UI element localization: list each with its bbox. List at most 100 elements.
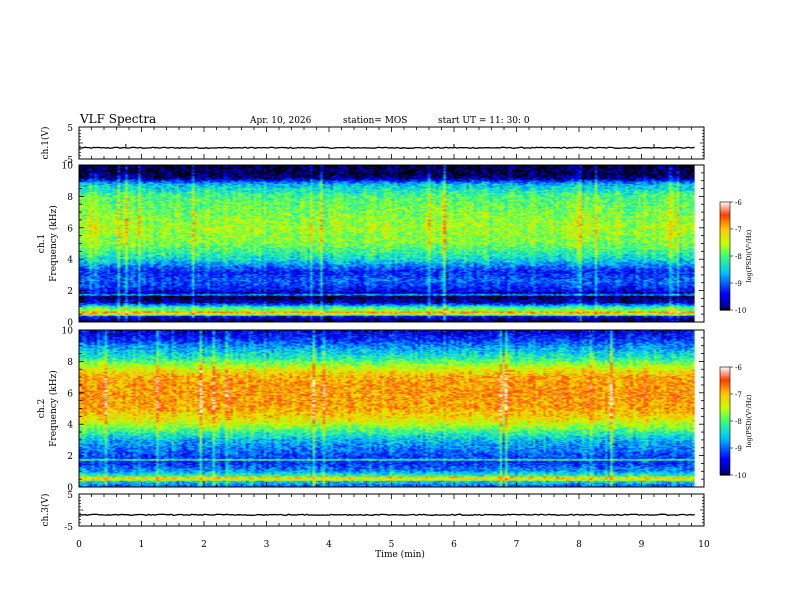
colorbar-swatch	[720, 422, 730, 426]
x-tick-label: 7	[514, 540, 520, 550]
colorbar-swatch	[720, 471, 730, 474]
colorbar-swatch	[720, 261, 730, 264]
colorbar-tick-label: -9	[735, 445, 742, 453]
colorbar-swatch	[720, 225, 730, 228]
colorbar-swatch	[720, 259, 730, 262]
colorbar-swatch	[720, 433, 730, 436]
colorbar-swatch	[720, 212, 730, 216]
colorbar-swatch	[720, 448, 730, 451]
colorbar-swatch	[720, 211, 730, 214]
colorbar-swatch	[720, 277, 730, 280]
colorbar-swatch	[720, 223, 730, 226]
colorbar-swatch	[720, 304, 730, 307]
colorbar-swatch	[720, 439, 730, 442]
colorbar-swatch	[720, 426, 730, 429]
colorbar-swatch	[720, 377, 730, 381]
colorbar-swatch	[720, 406, 730, 409]
colorbar-swatch	[720, 248, 730, 252]
colorbar-swatch	[720, 376, 730, 379]
colorbar-swatch	[720, 417, 730, 420]
colorbar-swatch	[720, 394, 730, 397]
colorbar-swatch	[720, 234, 730, 237]
colorbar-swatch	[720, 295, 730, 298]
colorbar-swatch	[720, 239, 730, 243]
colorbar-swatch	[720, 279, 730, 282]
colorbar-swatch	[720, 308, 730, 311]
ch1-colorbar: -6 -7 -8 -9 -10 log(PSD)(V²/Hz)	[719, 199, 753, 315]
colorbar-swatch	[720, 374, 730, 377]
y-tick-label: 0	[67, 319, 73, 329]
colorbar-swatch	[720, 428, 730, 431]
y-tick-label: 2	[67, 452, 73, 462]
colorbar-swatch	[720, 288, 730, 291]
colorbar-swatch	[720, 415, 730, 418]
colorbar-swatch	[720, 372, 730, 375]
colorbar-swatch	[720, 203, 730, 207]
colorbar-swatch	[720, 403, 730, 406]
colorbar-swatch	[720, 464, 730, 467]
colorbar-swatch	[720, 216, 730, 219]
x-tick-label: 1	[139, 540, 145, 550]
y-tick-label: -5	[64, 523, 73, 533]
voltage-trace	[78, 146, 695, 150]
colorbar-swatch	[720, 284, 730, 288]
colorbar-swatch	[720, 421, 730, 424]
ch1-spectrogram-panel: 0 2 4 6 8 10 ch.1 Frequency (kHz)	[37, 162, 705, 329]
colorbar-swatch	[720, 381, 730, 384]
colorbar-swatch	[720, 214, 730, 217]
colorbar-swatch	[720, 257, 730, 261]
y-tick-label: 2	[67, 287, 73, 297]
colorbar-swatch	[720, 437, 730, 440]
y-tick-label: 4	[67, 421, 73, 431]
y-tick-label: -5	[64, 156, 73, 166]
colorbar-swatch	[720, 412, 730, 415]
x-tick-label: 0	[76, 540, 82, 550]
y-tick-label: 5	[67, 491, 73, 501]
colorbar-swatch	[720, 399, 730, 402]
x-tick-label: 6	[451, 540, 457, 550]
y-axis-label-frequency: Frequency (kHz)	[48, 370, 59, 447]
colorbar-swatch	[720, 227, 730, 230]
colorbar-tick-label: -6	[735, 199, 742, 207]
colorbar-swatch	[720, 241, 730, 244]
colorbar-swatch	[720, 469, 730, 472]
ch2-spectrogram-panel: 0 2 4 6 8 10 ch.2 Frequency (kHz)	[37, 327, 705, 494]
colorbar-tick-label: -6	[735, 364, 742, 372]
colorbar-swatch	[720, 424, 730, 427]
x-tick-label: 8	[576, 540, 582, 550]
colorbar-swatch	[720, 220, 730, 223]
y-axis-label: ch.3(V)	[40, 494, 51, 527]
date-label: Apr. 10, 2026	[249, 116, 312, 126]
colorbar-swatch	[720, 467, 730, 471]
colorbar-swatch	[720, 274, 730, 277]
colorbar-swatch	[720, 473, 730, 476]
x-tick-label: 9	[639, 540, 645, 550]
y-tick-label: 8	[67, 358, 73, 368]
colorbar-label: log(PSD)(V²/Hz)	[745, 229, 753, 282]
ch3-voltage-panel: 5 -5 ch.3(V)	[40, 491, 705, 533]
colorbar-swatch	[720, 458, 730, 462]
colorbar-swatch	[720, 379, 730, 382]
colorbar-swatch	[720, 466, 730, 469]
colorbar-swatch	[720, 386, 730, 390]
colorbar-swatch	[720, 388, 730, 391]
station-label: station= MOS	[343, 116, 407, 126]
y-axis-label-channel: ch.1	[37, 234, 47, 253]
colorbar-swatch	[720, 290, 730, 293]
y-axis-label: ch.1(V)	[40, 127, 51, 160]
colorbar-swatch	[720, 265, 730, 268]
colorbar-swatch	[720, 283, 730, 286]
colorbar-swatch	[720, 266, 730, 270]
voltage-trace	[78, 513, 695, 517]
ch1-voltage-panel: 5 -5 ch.1(V)	[40, 124, 705, 166]
spectrogram-image	[79, 165, 695, 322]
colorbar-swatch	[720, 207, 730, 210]
x-tick-label: 10	[698, 540, 710, 550]
chart-title: VLF Spectra	[79, 112, 156, 126]
colorbar-tick-label: -10	[735, 307, 746, 315]
ch2-colorbar: -6 -7 -8 -9 -10 log(PSD)(V²/Hz)	[719, 364, 753, 480]
x-tick-label: 3	[264, 540, 270, 550]
colorbar-swatch	[720, 413, 730, 417]
colorbar-swatch	[720, 431, 730, 435]
